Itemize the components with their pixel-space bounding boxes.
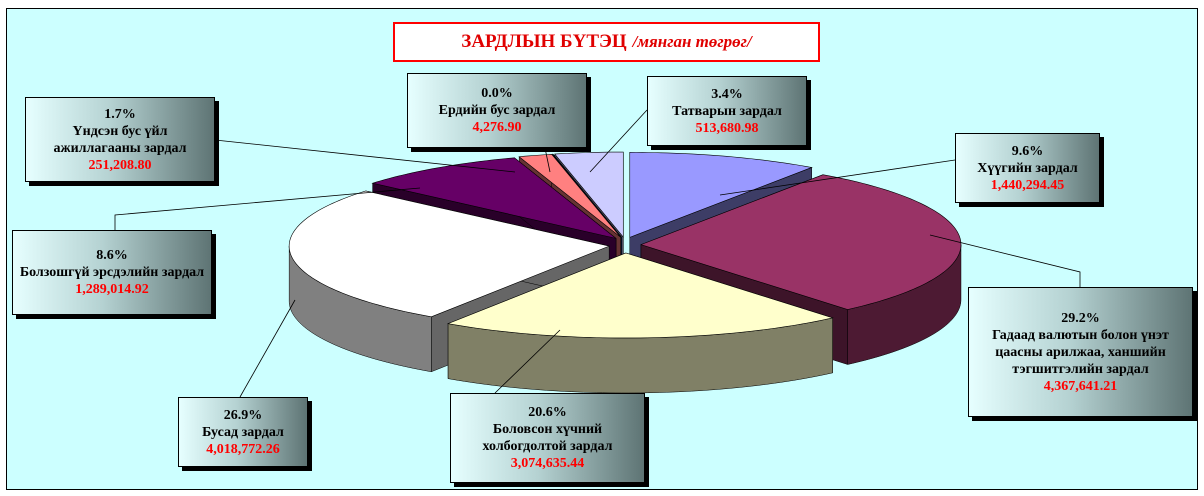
value-label: 251,208.80 — [88, 157, 152, 173]
data-label: 26.9% Бусад зардал 4,018,772.26 — [178, 397, 308, 467]
leader-line — [544, 147, 551, 173]
percent-label: 26.9% — [223, 407, 263, 423]
percent-label: 3.4% — [711, 86, 743, 102]
data-label: 29.2% Гадаад валютын болон үнэт цаасны ар… — [968, 287, 1193, 417]
percent-label: 8.6% — [96, 248, 128, 263]
percent-label: 20.6% — [528, 405, 567, 420]
value-label: 3,074,635.44 — [510, 456, 585, 471]
category-label: Боловсон хүчний холбогдолтой зардал — [482, 422, 613, 454]
percent-label: 9.6% — [1011, 143, 1044, 159]
leader-line — [494, 329, 561, 394]
percent-label: 1.7% — [104, 106, 136, 122]
category-label: Гадаад валютын болон үнэт цаасны арилжаа… — [992, 327, 1169, 377]
percent-label: 29.2% — [1061, 310, 1100, 326]
data-label: 0.0% Ердийн бус зардал 4,276.90 — [407, 73, 587, 148]
slice — [554, 151, 624, 238]
slice — [640, 174, 962, 310]
category-label: Үндсэн бус үйл ажиллагааны зардал — [53, 123, 187, 156]
value-label: 4,367,641.21 — [1043, 378, 1118, 394]
slice — [288, 190, 611, 318]
leader-line — [719, 159, 956, 196]
data-label: 20.6% Боловсон хүчний холбогдолтой зардал… — [450, 393, 645, 483]
percent-label: 0.0% — [481, 86, 513, 101]
value-label: 4,276.90 — [472, 120, 522, 135]
value-label: 513,680.98 — [695, 120, 759, 136]
data-label: 3.4% Татварын зардал 513,680.98 — [647, 76, 807, 146]
value-label: 1,440,294.45 — [990, 177, 1065, 193]
data-label: 8.6% Болзошгүй эрсдэлийн зардал 1,289,014.… — [12, 230, 212, 315]
category-label: Хүүгийн зардал — [977, 160, 1078, 176]
chart-title: ЗАРДЛЫН БҮТЭЦ — [461, 31, 627, 52]
leader-line — [214, 139, 516, 173]
leader-line — [589, 109, 648, 173]
category-label: Болзошгүй эрсдэлийн зардал — [19, 265, 205, 280]
chart-title-box: ЗАРДЛЫН БҮТЭЦ/мянган төгрөг/ — [393, 22, 820, 62]
slice — [518, 153, 621, 238]
slice — [371, 157, 617, 239]
leader-line — [239, 299, 296, 398]
leader-line — [929, 234, 1081, 287]
slice — [446, 252, 834, 339]
slice — [551, 153, 622, 238]
category-label: Бусад зардал — [202, 424, 284, 440]
data-label: 9.6% Хүүгийн зардал 1,440,294.45 — [955, 133, 1100, 203]
data-label: 1.7% Үндсэн бус үйл ажиллагааны зардал 251… — [25, 97, 215, 182]
chart-subtitle: /мянган төгрөг/ — [632, 32, 752, 51]
value-label: 1,289,014.92 — [75, 282, 149, 297]
category-label: Ердийн бус зардал — [438, 103, 556, 118]
value-label: 4,018,772.26 — [206, 441, 280, 457]
category-label: Татварын зардал — [672, 103, 782, 119]
leader-line — [114, 187, 421, 230]
